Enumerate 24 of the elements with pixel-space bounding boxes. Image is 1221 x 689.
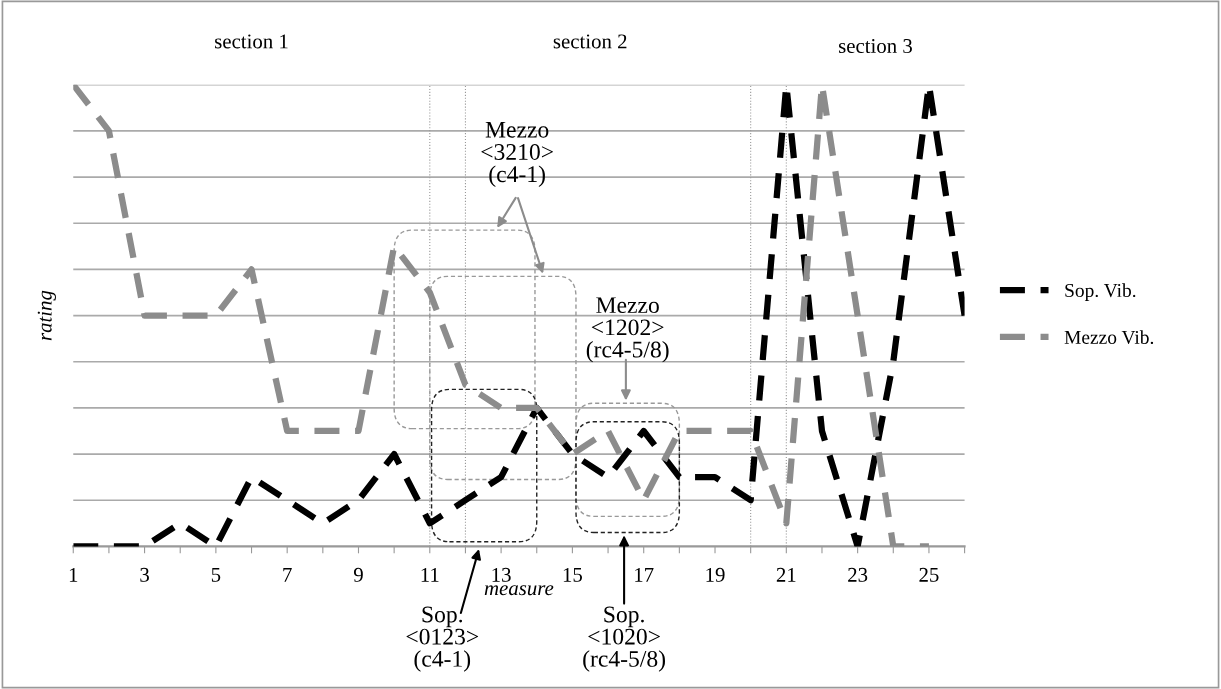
- legend-label: Sop. Vib.: [1065, 283, 1136, 301]
- x-axis-title: measure: [484, 585, 554, 596]
- x-tick-label: 9: [353, 567, 363, 582]
- x-tick-label: 1: [69, 567, 78, 582]
- x-tick-label: 5: [211, 568, 221, 582]
- x-tick-label: 25: [919, 567, 939, 582]
- x-tick-label: 23: [848, 567, 868, 582]
- x-tick-label: 19: [706, 567, 725, 582]
- y-axis-title: rating: [37, 290, 56, 341]
- annotation: Mezzo <1202> (rc4-5/8): [586, 297, 669, 363]
- x-tick-label: 21: [776, 567, 796, 582]
- text: section 3: [838, 39, 912, 54]
- x-tick-label: 3: [140, 567, 149, 582]
- x-tick-label: 13: [492, 567, 511, 582]
- x-tick-label: 15: [563, 567, 583, 582]
- text: section 1: [215, 34, 288, 49]
- text: section 2: [553, 34, 627, 49]
- x-tick-label: 7: [283, 568, 292, 582]
- text: Sop. <0123> (c4-1): [406, 606, 479, 672]
- x-tick-label: 11: [421, 567, 439, 582]
- legend-label: Mezzo Vib.: [1064, 330, 1154, 345]
- x-tick-label: 17: [635, 567, 654, 582]
- text: Sop. <1020> (rc4-5/8): [583, 606, 666, 672]
- annotation: Mezzo <3210> (c4-1): [481, 121, 553, 187]
